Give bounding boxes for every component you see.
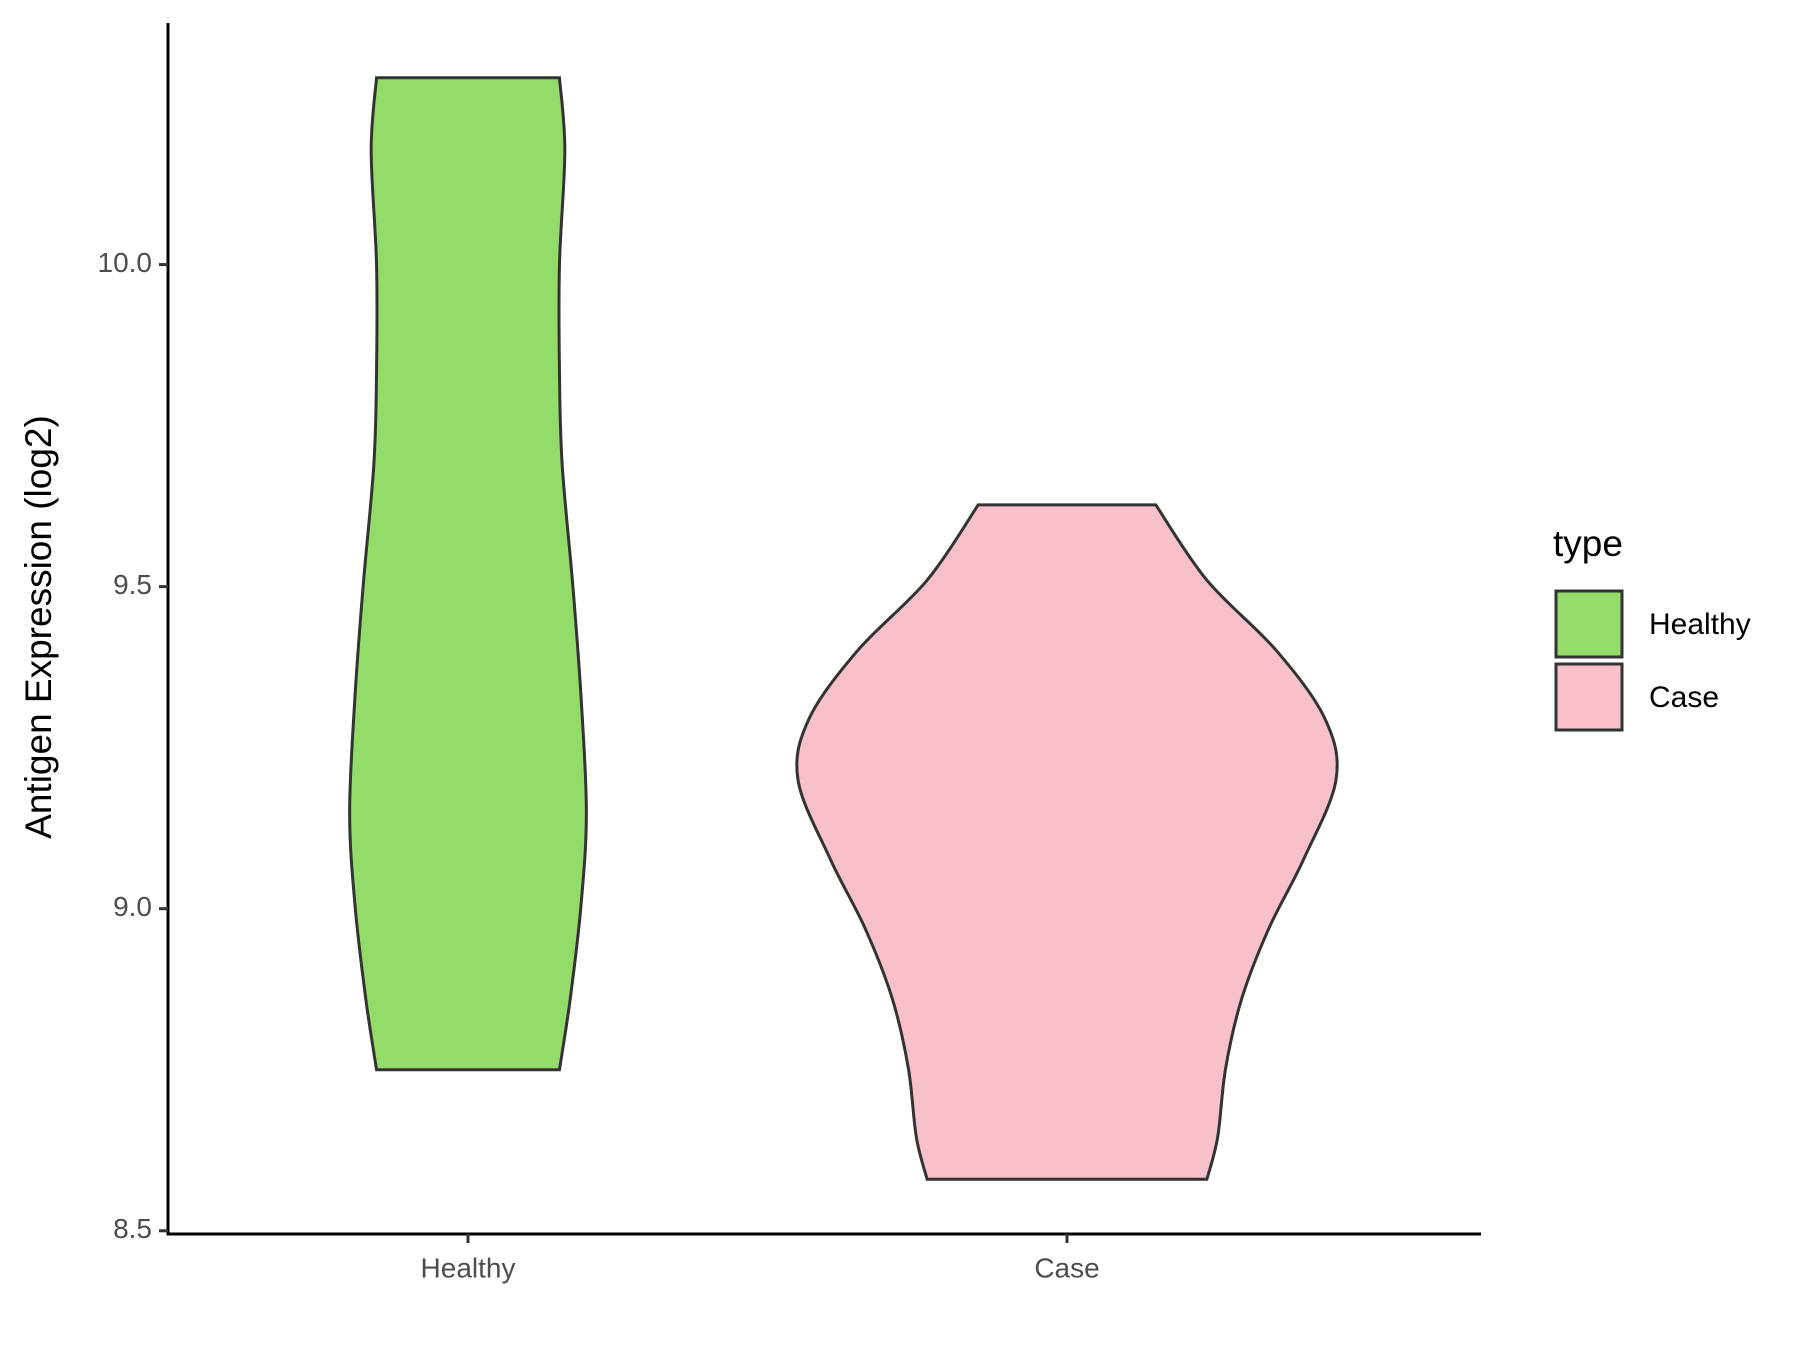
legend-swatch: [1554, 589, 1624, 659]
x-tick-label: Healthy: [421, 1252, 516, 1283]
legend-label: Healthy: [1649, 608, 1751, 641]
y-tick-label: 8.5: [113, 1213, 152, 1244]
y-axis-title: Antigen Expression (log2): [18, 415, 59, 839]
violin: [348, 76, 588, 1072]
y-tick-label: 9.5: [113, 569, 152, 600]
legend-title: type: [1553, 523, 1623, 564]
legend-label: Case: [1649, 681, 1719, 714]
y-tick-label: 10.0: [98, 247, 153, 278]
violin: [795, 503, 1339, 1181]
x-tick-label: Case: [1034, 1252, 1099, 1283]
y-tick-label: 9.0: [113, 891, 152, 922]
legend-swatch: [1554, 662, 1624, 732]
